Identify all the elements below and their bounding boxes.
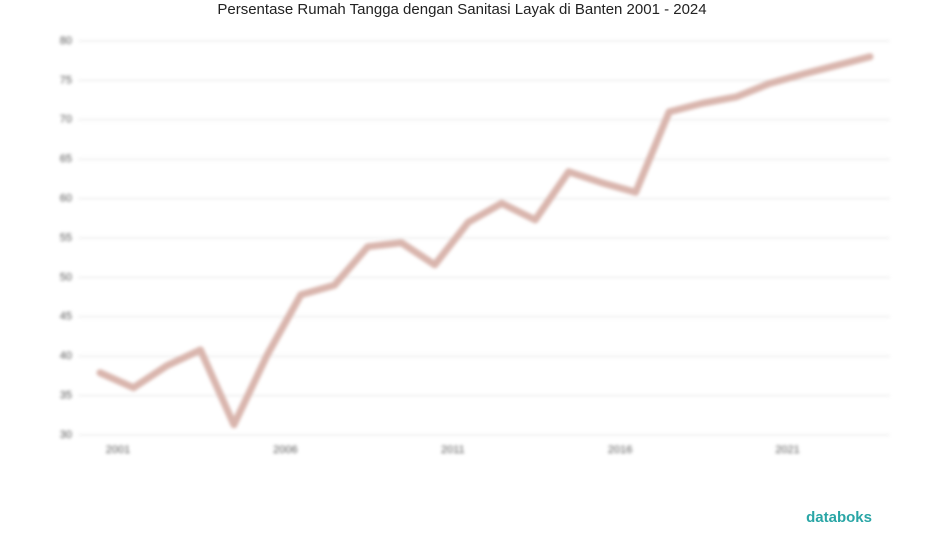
chart-title: Persentase Rumah Tangga dengan Sanitasi … — [217, 1, 706, 18]
x-tick-label: 2011 — [441, 444, 465, 456]
y-tick-label: 80 — [60, 35, 72, 47]
y-tick-label: 50 — [60, 271, 72, 283]
y-tick-label: 35 — [60, 390, 72, 402]
y-tick-label: 40 — [60, 350, 72, 362]
y-tick-label: 60 — [60, 193, 72, 205]
y-tick-label: 30 — [60, 429, 72, 441]
series-line — [96, 53, 874, 429]
brand: databoks — [806, 509, 872, 526]
plot: 30 35 40 45 50 55 60 65 70 75 80 2001 2006 2011 2016 20… — [60, 35, 890, 456]
x-tick-label: 2001 — [106, 444, 130, 456]
x-tick-label: 2006 — [273, 444, 297, 456]
y-tick-label: 55 — [60, 232, 72, 244]
y-tick-label: 70 — [60, 114, 72, 126]
y-tick-label: 65 — [60, 153, 72, 165]
y-tick-label: 45 — [60, 311, 72, 323]
x-tick-label: 2021 — [775, 444, 799, 456]
y-tick-label: 75 — [60, 74, 72, 86]
x-tick-label: 2016 — [608, 444, 632, 456]
